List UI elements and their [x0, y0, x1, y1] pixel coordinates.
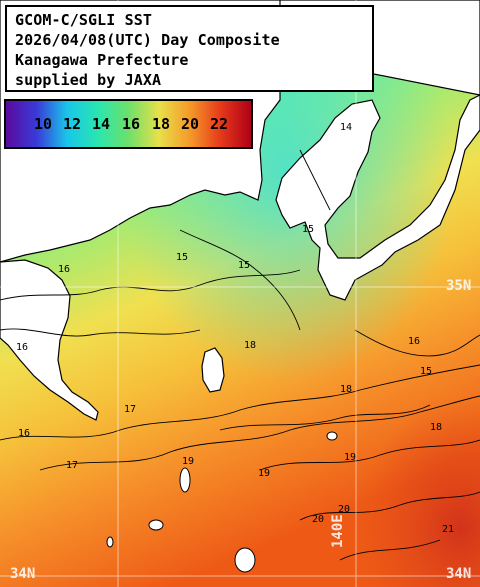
lat-34n-left: 34N — [10, 566, 36, 582]
island-small — [106, 536, 114, 548]
contour-label: 17 — [66, 460, 78, 471]
title-credit: supplied by JAXA — [15, 71, 162, 89]
contour-label: 17 — [124, 404, 136, 415]
legend-tick: 14 — [91, 115, 111, 133]
island-kozu — [234, 547, 256, 573]
contour-label: 20 — [312, 514, 324, 525]
title-product: GCOM-C/SGLI SST — [15, 11, 152, 29]
legend-tick: 18 — [151, 115, 171, 133]
island-miyake — [326, 431, 338, 441]
contour-label: 20 — [338, 504, 350, 515]
lat-35n-left: 35N — [10, 278, 36, 294]
title-region: Kanagawa Prefecture — [15, 51, 189, 69]
sst-color-legend: 10 12 14 16 18 20 22 — [4, 99, 253, 149]
contour-label: 14 — [340, 122, 352, 133]
island-niijima — [148, 519, 164, 531]
contour-label: 18 — [430, 422, 442, 433]
contour-label: 19 — [182, 456, 194, 467]
title-box: GCOM-C/SGLI SST 2026/04/08(UTC) Day Comp… — [5, 5, 374, 92]
land-izu — [0, 259, 99, 421]
land-kanto — [0, 0, 480, 301]
contour-label: 18 — [244, 340, 256, 351]
lat-34n-right: 34N — [446, 566, 472, 582]
contour-label: 15 — [420, 366, 432, 377]
contour-label: 18 — [340, 384, 352, 395]
legend-tick: 16 — [121, 115, 141, 133]
contour-label: 16 — [18, 428, 30, 439]
contour-label: 15 — [302, 224, 314, 235]
contour-label: 15 — [176, 252, 188, 263]
island-toshima — [179, 467, 191, 493]
contour-labels: 16 15 16 18 17 15 16 14 15 18 16 17 19 1… — [16, 122, 454, 535]
lon-140e: 140E — [330, 514, 346, 548]
lat-35n-right: 35N — [446, 278, 472, 294]
legend-tick: 22 — [209, 115, 229, 133]
contour-label: 15 — [238, 260, 250, 271]
legend-tick: 12 — [62, 115, 82, 133]
legend-tick: 10 — [33, 115, 53, 133]
title-date: 2026/04/08(UTC) Day Composite — [15, 31, 280, 49]
contour-label: 19 — [344, 452, 356, 463]
contours — [0, 149, 480, 561]
contour-label: 16 — [58, 264, 70, 275]
island-oshima — [201, 347, 225, 393]
contour-label: 21 — [442, 524, 454, 535]
legend-tick: 20 — [180, 115, 200, 133]
legend-ticks: 10 12 14 16 18 20 22 — [6, 115, 251, 135]
contour-label: 16 — [16, 342, 28, 353]
contour-label: 19 — [258, 468, 270, 479]
contour-label: 16 — [408, 336, 420, 347]
